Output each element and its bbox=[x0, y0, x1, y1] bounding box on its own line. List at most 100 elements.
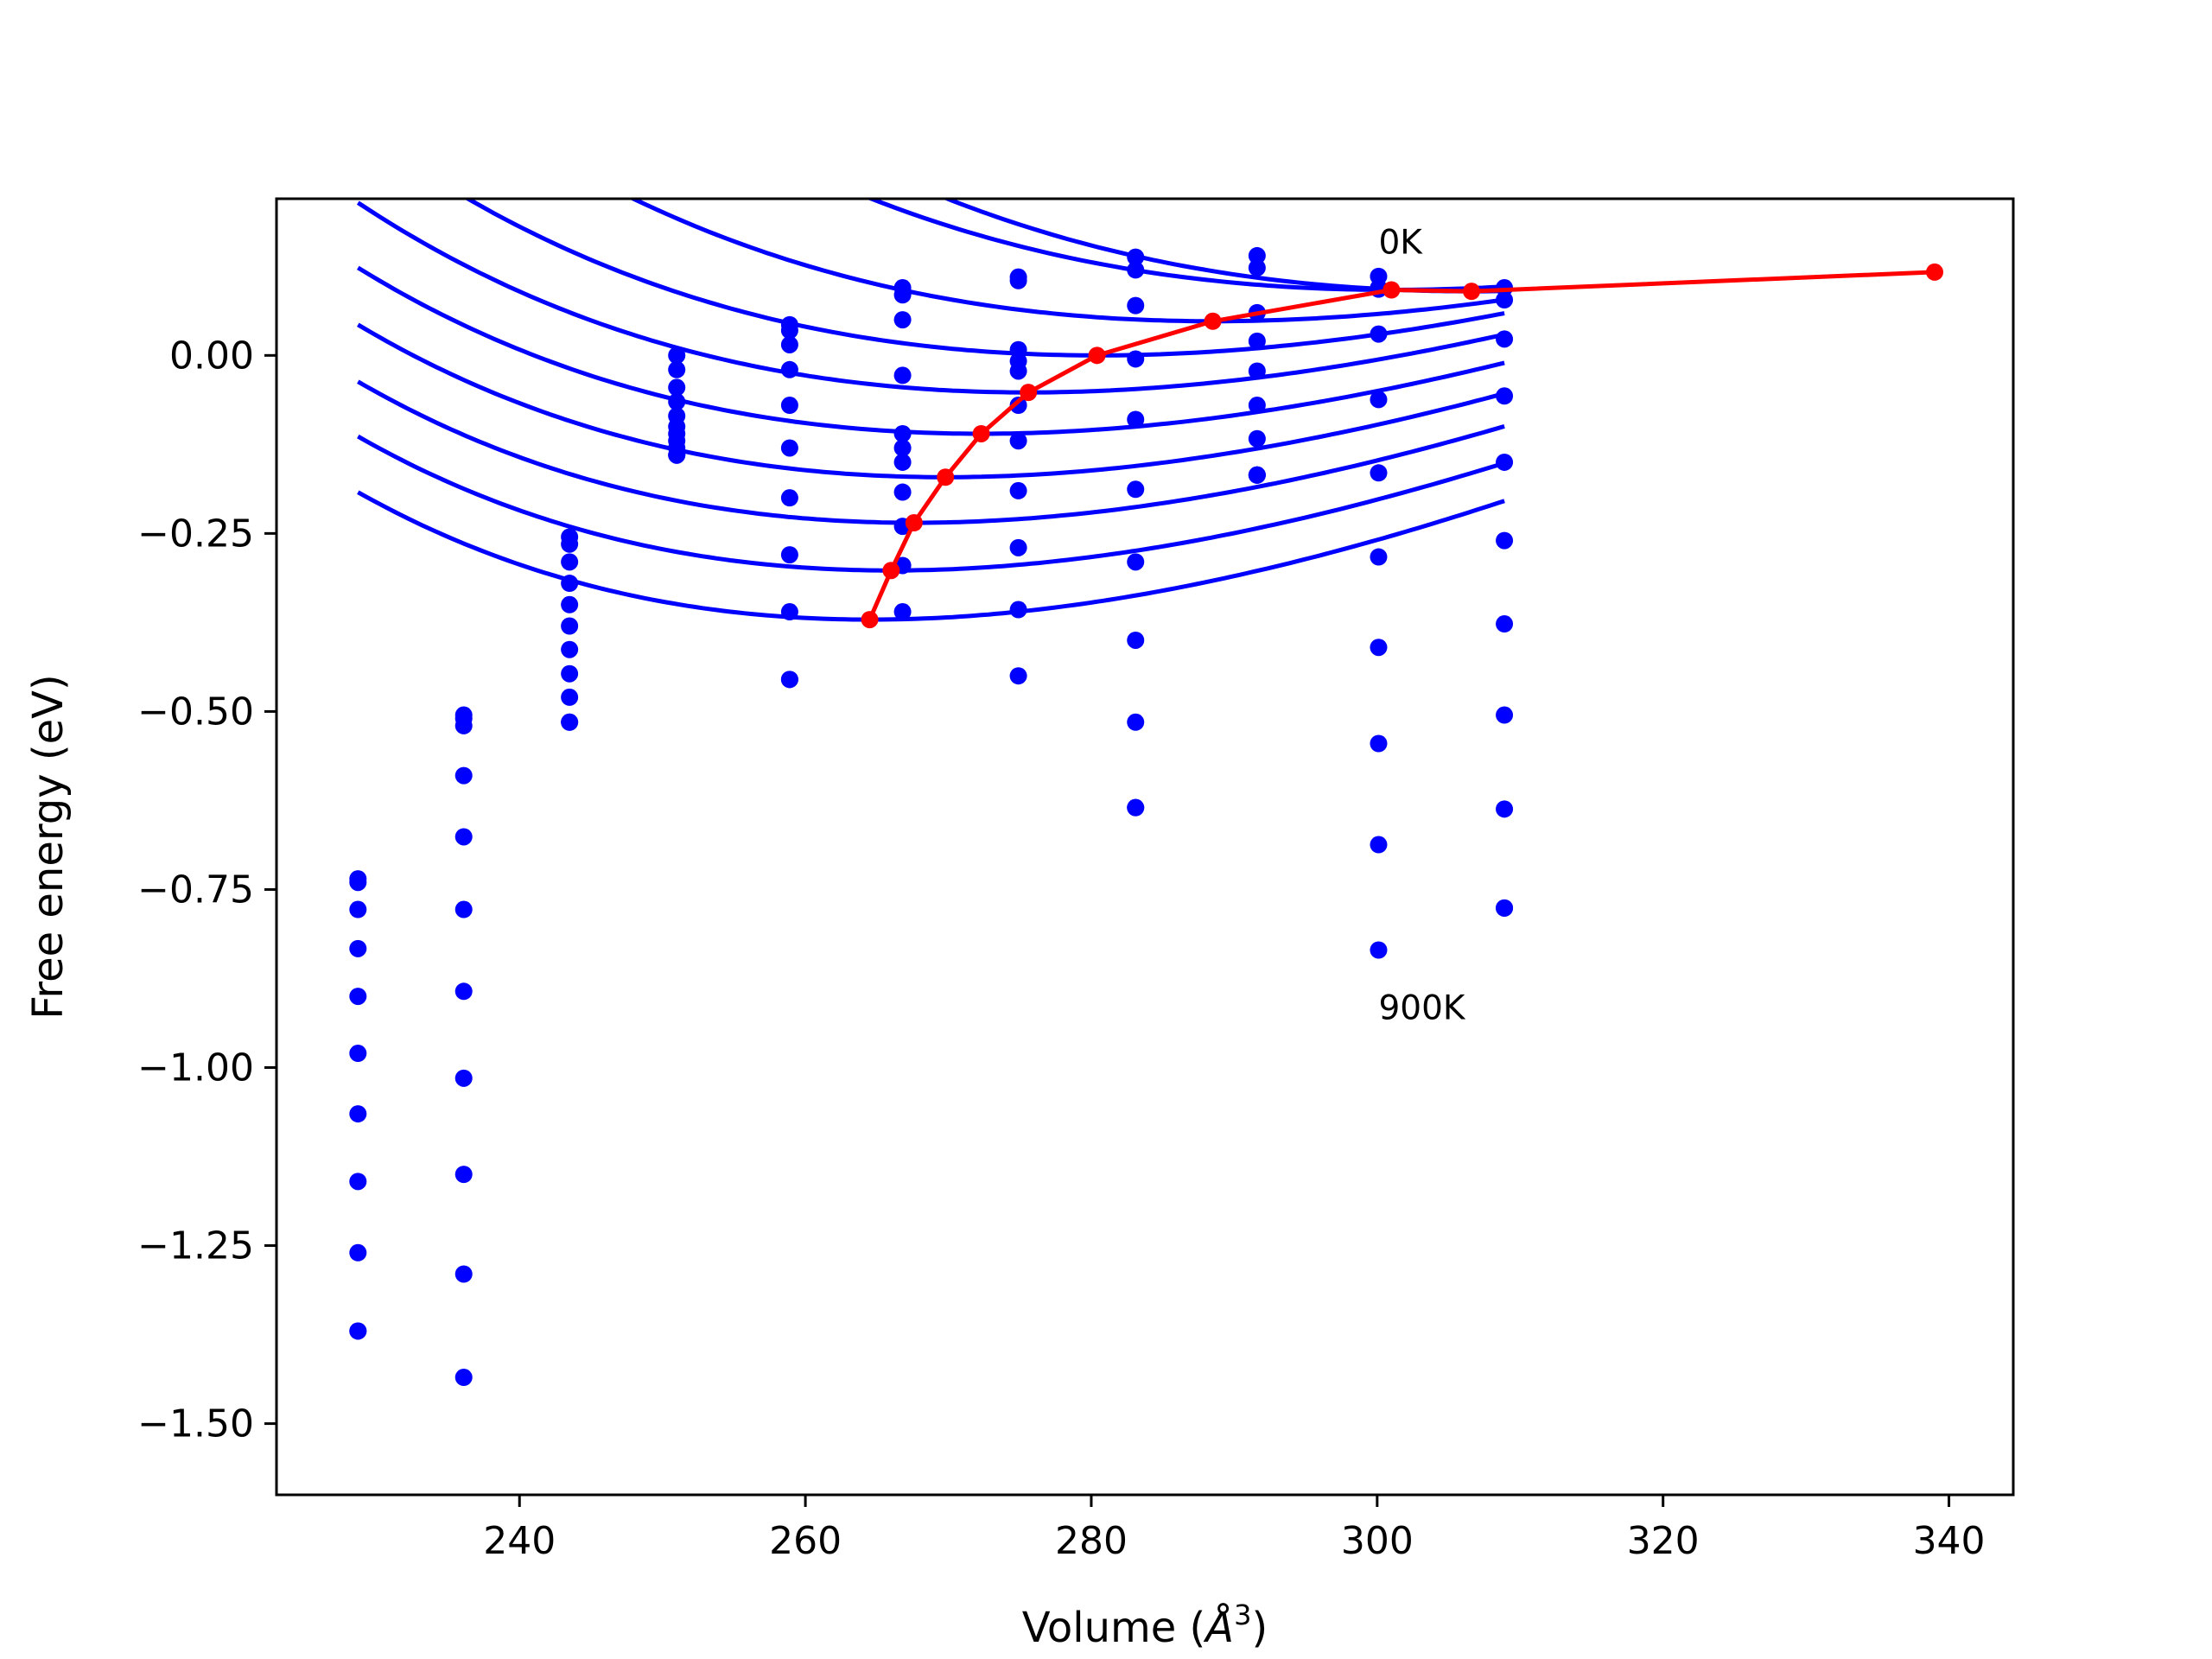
y-tick-label: −1.00 bbox=[137, 1046, 254, 1090]
minima-point bbox=[1926, 263, 1944, 281]
data-point bbox=[561, 575, 579, 593]
x-axis-title: Volume (Å3) bbox=[1022, 1599, 1268, 1652]
minima-point bbox=[1463, 283, 1481, 301]
data-point bbox=[1127, 553, 1145, 571]
minima-path-line bbox=[868, 270, 1936, 621]
data-point bbox=[349, 1243, 367, 1262]
y-tick-label: −0.75 bbox=[137, 868, 254, 912]
data-point bbox=[780, 439, 798, 457]
data-point bbox=[1496, 899, 1514, 917]
isotherm-curve-3 bbox=[463, 199, 1505, 358]
data-point bbox=[1127, 480, 1145, 499]
minima-point bbox=[937, 468, 955, 486]
data-point bbox=[1009, 667, 1027, 685]
data-point bbox=[1370, 464, 1388, 482]
isotherm-curve-5 bbox=[357, 265, 1505, 436]
data-point bbox=[349, 874, 367, 892]
data-point bbox=[668, 446, 686, 464]
x-axis-ticks: 240 260 280 300 320 340 bbox=[483, 1495, 1986, 1563]
data-point bbox=[668, 378, 686, 397]
minima-point bbox=[861, 611, 879, 629]
data-point bbox=[454, 1265, 473, 1283]
data-point bbox=[561, 713, 579, 731]
minima-point bbox=[972, 424, 990, 442]
isotherm-points bbox=[349, 246, 1514, 1387]
isotherm-curve-7 bbox=[357, 379, 1505, 525]
data-point bbox=[780, 335, 798, 353]
data-point bbox=[1009, 481, 1027, 499]
data-point bbox=[893, 311, 912, 329]
data-point bbox=[1496, 387, 1514, 405]
data-point bbox=[1248, 466, 1266, 484]
data-point bbox=[561, 688, 579, 706]
data-point bbox=[349, 1322, 367, 1340]
x-axis-title-close: ) bbox=[1251, 1604, 1268, 1652]
data-point bbox=[454, 716, 473, 734]
data-point bbox=[1248, 362, 1266, 380]
data-point bbox=[893, 424, 912, 442]
data-point bbox=[893, 439, 912, 457]
x-tick-label: 240 bbox=[483, 1519, 556, 1563]
data-point bbox=[1496, 330, 1514, 348]
data-point bbox=[1127, 261, 1145, 279]
data-point bbox=[893, 483, 912, 501]
data-point bbox=[1127, 798, 1145, 817]
data-point bbox=[1496, 531, 1514, 550]
data-point bbox=[454, 766, 473, 785]
data-point bbox=[349, 900, 367, 918]
data-point bbox=[349, 1173, 367, 1191]
data-point bbox=[1009, 432, 1027, 450]
data-point bbox=[1009, 397, 1027, 415]
data-point bbox=[893, 366, 912, 385]
data-point bbox=[1496, 615, 1514, 633]
data-point bbox=[454, 1069, 473, 1087]
data-point bbox=[1009, 538, 1027, 556]
y-tick-label: −0.50 bbox=[137, 690, 254, 734]
data-point bbox=[1370, 836, 1388, 854]
annotation-label: 900K bbox=[1378, 988, 1465, 1027]
data-point bbox=[780, 397, 798, 415]
data-point bbox=[893, 286, 912, 304]
data-point bbox=[780, 360, 798, 378]
data-point bbox=[1370, 325, 1388, 343]
minima-point bbox=[882, 562, 900, 580]
x-axis-title-exponent: 3 bbox=[1234, 1599, 1251, 1631]
x-axis-title-main: Volume ( bbox=[1022, 1604, 1206, 1652]
x-tick-label: 260 bbox=[769, 1519, 842, 1563]
data-point bbox=[668, 392, 686, 410]
data-point bbox=[1127, 410, 1145, 429]
data-point bbox=[893, 603, 912, 621]
isotherm-curve-0 bbox=[941, 199, 1505, 294]
data-point bbox=[1248, 397, 1266, 415]
isotherm-curve-2 bbox=[628, 199, 1505, 324]
data-point bbox=[561, 595, 579, 613]
data-point bbox=[1496, 453, 1514, 471]
x-tick-label: 300 bbox=[1341, 1519, 1414, 1563]
data-point bbox=[1496, 800, 1514, 818]
data-point bbox=[454, 900, 473, 918]
data-point bbox=[454, 828, 473, 846]
x-tick-label: 280 bbox=[1055, 1519, 1128, 1563]
plot-content bbox=[349, 199, 1944, 1387]
minima-point bbox=[1088, 346, 1106, 365]
data-point bbox=[668, 360, 686, 378]
y-tick-label: −1.50 bbox=[137, 1402, 254, 1446]
data-point bbox=[1127, 296, 1145, 315]
data-point bbox=[1248, 429, 1266, 448]
data-point bbox=[561, 640, 579, 658]
isotherm-curve-1 bbox=[865, 199, 1505, 292]
data-point bbox=[1009, 601, 1027, 619]
data-point bbox=[561, 617, 579, 635]
data-point bbox=[349, 939, 367, 957]
data-point bbox=[561, 535, 579, 553]
data-point bbox=[1248, 246, 1266, 264]
data-point bbox=[780, 321, 798, 340]
isotherm-curve-4 bbox=[356, 200, 1505, 395]
y-axis-ticks: 0.00 −0.25 −0.50 −0.75 −1.00 −1.25 −1.50 bbox=[137, 334, 276, 1446]
isotherm-curve-8 bbox=[357, 434, 1505, 573]
data-point bbox=[1370, 734, 1388, 753]
data-point bbox=[780, 603, 798, 621]
data-point bbox=[780, 546, 798, 564]
y-tick-label: 0.00 bbox=[169, 334, 254, 378]
